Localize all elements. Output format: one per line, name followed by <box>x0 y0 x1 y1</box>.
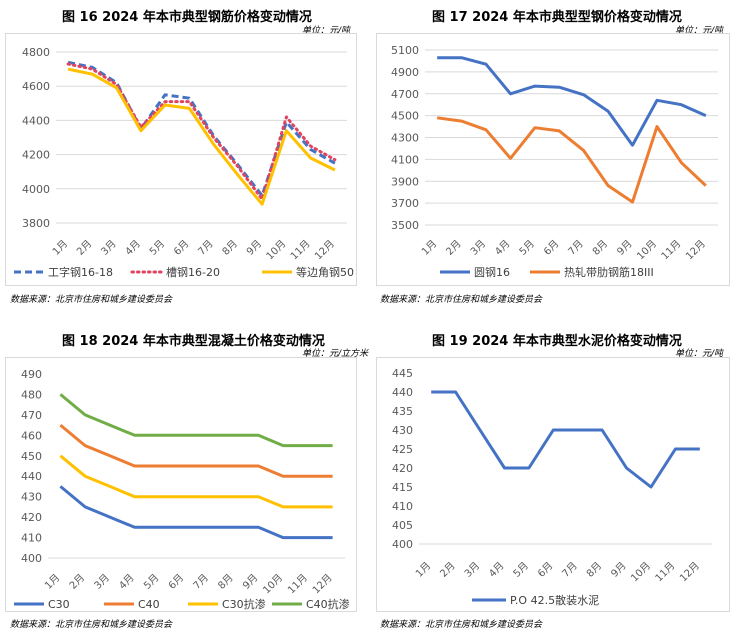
chart-frame <box>376 357 730 612</box>
y-tick-label: 430 <box>392 424 413 437</box>
y-tick-label: 4200 <box>22 149 50 162</box>
x-tick-label: 5月 <box>511 560 531 580</box>
data-source: 数据来源：北京市住房和城乡建设委员会 <box>380 620 543 630</box>
y-tick-label: 3700 <box>391 197 419 210</box>
legend-label: P.O 42.5散装水泥 <box>510 593 599 607</box>
data-source: 数据来源：北京市住房和城乡建设委员会 <box>10 295 173 305</box>
x-tick-label: 12月 <box>677 560 702 585</box>
chart-title: 图 17 2024 年本市典型型钢价格变动情况 <box>432 10 682 25</box>
unit-label: 单位：元/吨 <box>675 26 724 36</box>
y-tick-label: 470 <box>21 409 42 422</box>
y-tick-label: 410 <box>21 532 42 545</box>
x-tick-label: 2月 <box>438 560 458 580</box>
x-tick-label: 6月 <box>535 560 555 580</box>
legend-label: 槽钢16-20 <box>166 266 220 279</box>
data-source: 数据来源：北京市住房和城乡建设委员会 <box>380 295 543 305</box>
unit-label: 单位：元/立方米 <box>302 349 369 359</box>
x-tick-label: 9月 <box>609 560 629 580</box>
y-tick-label: 5100 <box>391 44 419 57</box>
chart-title: 图 16 2024 年本市典型钢筋价格变动情况 <box>62 10 312 25</box>
x-tick-label: 1月 <box>413 560 433 580</box>
y-tick-label: 420 <box>21 511 42 524</box>
y-tick-label: 460 <box>21 429 42 442</box>
unit-label: 单位：元/吨 <box>302 26 351 36</box>
y-tick-label: 415 <box>392 481 413 494</box>
x-tick-label: 11月 <box>653 560 678 585</box>
series-line <box>436 116 707 204</box>
y-tick-label: 4100 <box>391 153 419 166</box>
y-tick-label: 430 <box>21 491 42 504</box>
series-line <box>437 56 707 147</box>
chart-title: 图 19 2024 年本市典型水泥价格变动情况 <box>432 334 682 349</box>
x-tick-label: 10月 <box>629 560 654 585</box>
legend-label: 热轧带肋钢筋18III <box>564 265 654 279</box>
legend-label: C40 <box>138 598 160 611</box>
y-tick-label: 4500 <box>391 110 419 123</box>
y-tick-label: 4400 <box>22 114 50 127</box>
y-tick-label: 440 <box>392 386 413 399</box>
legend-label: 圆钢16 <box>474 266 510 279</box>
y-tick-label: 425 <box>392 443 413 456</box>
legend-label: 等边角钢50 <box>296 265 354 279</box>
y-tick-label: 4900 <box>391 66 419 79</box>
y-tick-label: 400 <box>21 552 42 565</box>
x-tick-label: 4月 <box>487 560 507 580</box>
y-tick-label: 3900 <box>391 175 419 188</box>
series-line <box>67 60 336 198</box>
y-tick-label: 4700 <box>391 88 419 101</box>
series-line <box>59 485 333 540</box>
y-tick-label: 405 <box>392 519 413 532</box>
y-tick-label: 435 <box>392 405 413 418</box>
chart-title: 图 18 2024 年本市典型混凝土价格变动情况 <box>62 334 325 349</box>
legend-label: C30 <box>48 598 70 611</box>
series-line <box>59 454 333 509</box>
series-line <box>59 423 333 478</box>
y-tick-label: 4800 <box>22 46 50 59</box>
y-tick-label: 420 <box>392 462 413 475</box>
chart-frame <box>5 33 357 286</box>
y-tick-label: 440 <box>21 470 42 483</box>
y-tick-label: 450 <box>21 450 42 463</box>
y-tick-label: 490 <box>21 368 42 381</box>
legend-label: C40抗渗 <box>306 597 350 611</box>
y-tick-label: 4000 <box>22 183 50 196</box>
data-source: 数据来源：北京市住房和城乡建设委员会 <box>10 620 173 630</box>
legend-label: 工字钢16-18 <box>48 265 113 279</box>
y-tick-label: 410 <box>392 500 413 513</box>
legend-label: C30抗渗 <box>222 597 266 611</box>
series-line <box>431 390 700 489</box>
x-tick-label: 8月 <box>584 560 604 580</box>
x-tick-label: 3月 <box>462 560 482 580</box>
y-tick-label: 3500 <box>391 219 419 232</box>
y-tick-label: 445 <box>392 367 413 380</box>
y-tick-label: 480 <box>21 388 42 401</box>
y-tick-label: 400 <box>392 538 413 551</box>
series-line <box>59 393 333 448</box>
y-tick-label: 4300 <box>391 132 419 145</box>
x-tick-label: 7月 <box>560 560 580 580</box>
y-tick-label: 4600 <box>22 80 50 93</box>
y-tick-label: 3800 <box>22 217 50 230</box>
series-line <box>66 62 337 201</box>
chart-frame <box>5 357 357 612</box>
series-line <box>67 67 336 206</box>
unit-label: 单位：元/吨 <box>675 349 724 359</box>
